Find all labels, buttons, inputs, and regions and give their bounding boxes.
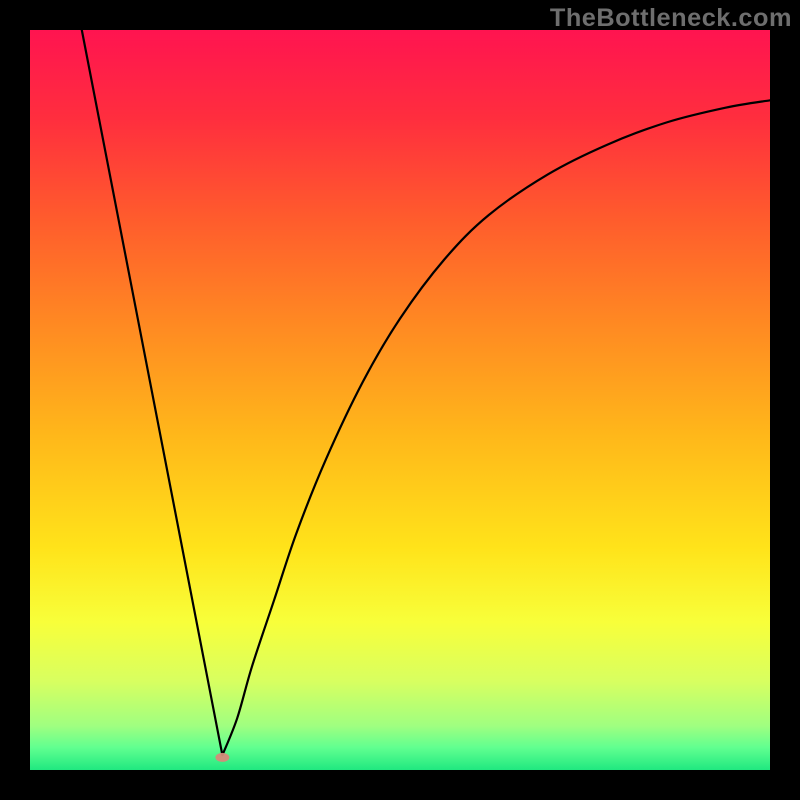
minimum-marker xyxy=(215,753,229,762)
watermark-text: TheBottleneck.com xyxy=(550,4,792,33)
plot-area xyxy=(30,30,770,770)
chart-svg xyxy=(0,0,800,800)
bottleneck-chart: TheBottleneck.com xyxy=(0,0,800,800)
